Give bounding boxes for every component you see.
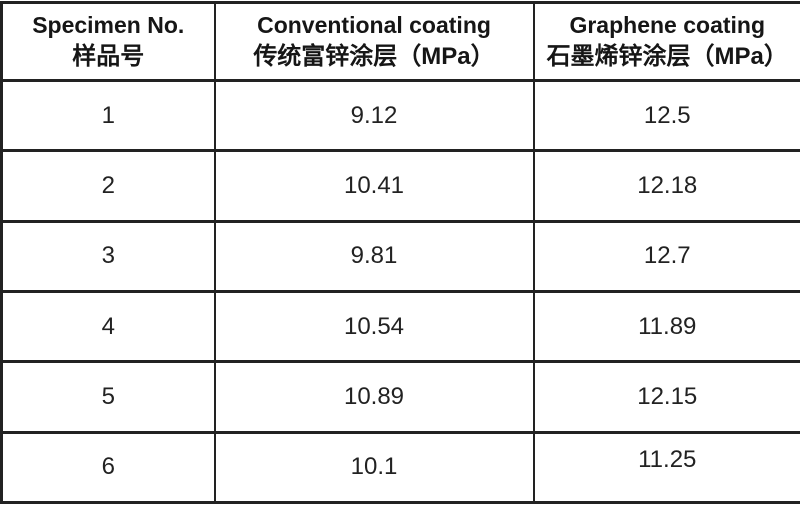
graphene-value: 12.18 <box>637 171 698 199</box>
cell-conventional: 10.41 <box>213 149 535 223</box>
cell-specimen: 3 <box>0 219 216 293</box>
cell-conventional: 10.89 <box>213 360 535 434</box>
header-conventional-coating: Conventional coating 传统富锌涂层（MPa） <box>213 1 535 82</box>
cell-specimen: 6 <box>0 430 216 505</box>
cell-specimen: 2 <box>0 149 216 223</box>
graphene-value: 12.15 <box>637 382 698 410</box>
cell-graphene: 11.25 <box>532 430 800 505</box>
specimen-value: 1 <box>101 101 115 129</box>
specimen-value: 4 <box>101 312 115 340</box>
specimen-value: 3 <box>101 242 115 270</box>
cell-conventional: 10.1 <box>213 430 535 505</box>
header-conventional-coating-en: Conventional coating <box>257 11 491 38</box>
conventional-value: 10.1 <box>350 453 398 481</box>
cell-graphene: 12.18 <box>532 149 800 223</box>
header-graphene-coating-zh: 石墨烯锌涂层（MPa） <box>546 42 788 70</box>
cell-specimen: 5 <box>0 360 216 434</box>
conventional-value: 9.12 <box>350 101 398 129</box>
table-row: 5 10.89 12.15 <box>0 360 800 434</box>
graphene-value: 11.25 <box>638 446 697 474</box>
cell-graphene: 12.15 <box>532 360 800 434</box>
conventional-value: 9.81 <box>350 242 398 270</box>
graphene-value: 12.5 <box>643 101 691 129</box>
graphene-value: 12.7 <box>643 242 691 270</box>
cell-conventional: 9.12 <box>213 78 535 153</box>
table-row: 2 10.41 12.18 <box>0 149 800 223</box>
cell-specimen: 1 <box>0 78 216 153</box>
header-conventional-coating-zh: 传统富锌涂层（MPa） <box>253 42 495 70</box>
cell-graphene: 12.5 <box>532 78 800 153</box>
header-graphene-coating: Graphene coating 石墨烯锌涂层（MPa） <box>532 1 800 82</box>
cell-graphene: 11.89 <box>532 289 800 364</box>
conventional-value: 10.89 <box>343 382 405 410</box>
header-specimen-no: Specimen No. 样品号 <box>0 1 216 82</box>
specimen-value: 6 <box>101 453 115 481</box>
header-specimen-no-zh: 样品号 <box>72 42 145 70</box>
specimen-value: 2 <box>101 171 115 199</box>
table-row: 1 9.12 12.5 <box>0 78 800 153</box>
header-row: Specimen No. 样品号 Conventional coating 传统… <box>0 1 800 82</box>
header-specimen-no-en: Specimen No. <box>32 11 185 38</box>
cell-conventional: 9.81 <box>213 219 535 293</box>
cell-specimen: 4 <box>0 289 216 364</box>
table-row: 3 9.81 12.7 <box>0 219 800 293</box>
cell-conventional: 10.54 <box>213 289 535 364</box>
cell-graphene: 12.7 <box>532 219 800 293</box>
specimen-value: 5 <box>101 382 115 410</box>
conventional-value: 10.41 <box>343 171 405 199</box>
table-row: 4 10.54 11.89 <box>0 289 800 364</box>
conventional-value: 10.54 <box>343 312 405 340</box>
header-graphene-coating-en: Graphene coating <box>569 11 766 38</box>
table-row: 6 10.1 11.25 <box>0 430 800 505</box>
graphene-value: 11.89 <box>638 312 697 340</box>
